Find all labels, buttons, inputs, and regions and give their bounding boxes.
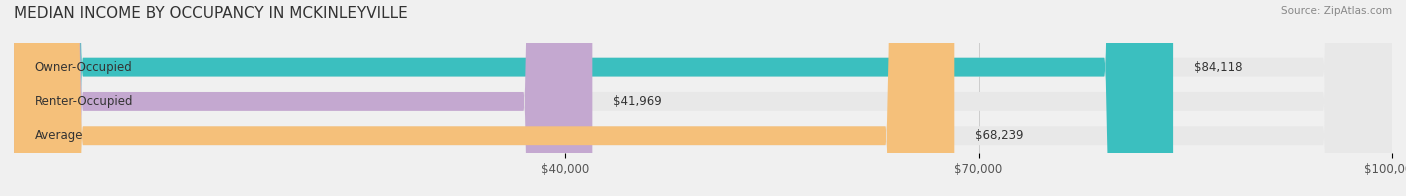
FancyBboxPatch shape bbox=[14, 0, 955, 196]
FancyBboxPatch shape bbox=[14, 0, 1392, 196]
FancyBboxPatch shape bbox=[14, 0, 1392, 196]
Text: Owner-Occupied: Owner-Occupied bbox=[35, 61, 132, 74]
FancyBboxPatch shape bbox=[14, 0, 1392, 196]
Text: $41,969: $41,969 bbox=[613, 95, 662, 108]
FancyBboxPatch shape bbox=[14, 0, 592, 196]
Text: MEDIAN INCOME BY OCCUPANCY IN MCKINLEYVILLE: MEDIAN INCOME BY OCCUPANCY IN MCKINLEYVI… bbox=[14, 6, 408, 21]
FancyBboxPatch shape bbox=[14, 0, 1173, 196]
Text: Average: Average bbox=[35, 129, 83, 142]
Text: $84,118: $84,118 bbox=[1194, 61, 1243, 74]
Text: $68,239: $68,239 bbox=[974, 129, 1024, 142]
Text: Renter-Occupied: Renter-Occupied bbox=[35, 95, 134, 108]
Text: Source: ZipAtlas.com: Source: ZipAtlas.com bbox=[1281, 6, 1392, 16]
